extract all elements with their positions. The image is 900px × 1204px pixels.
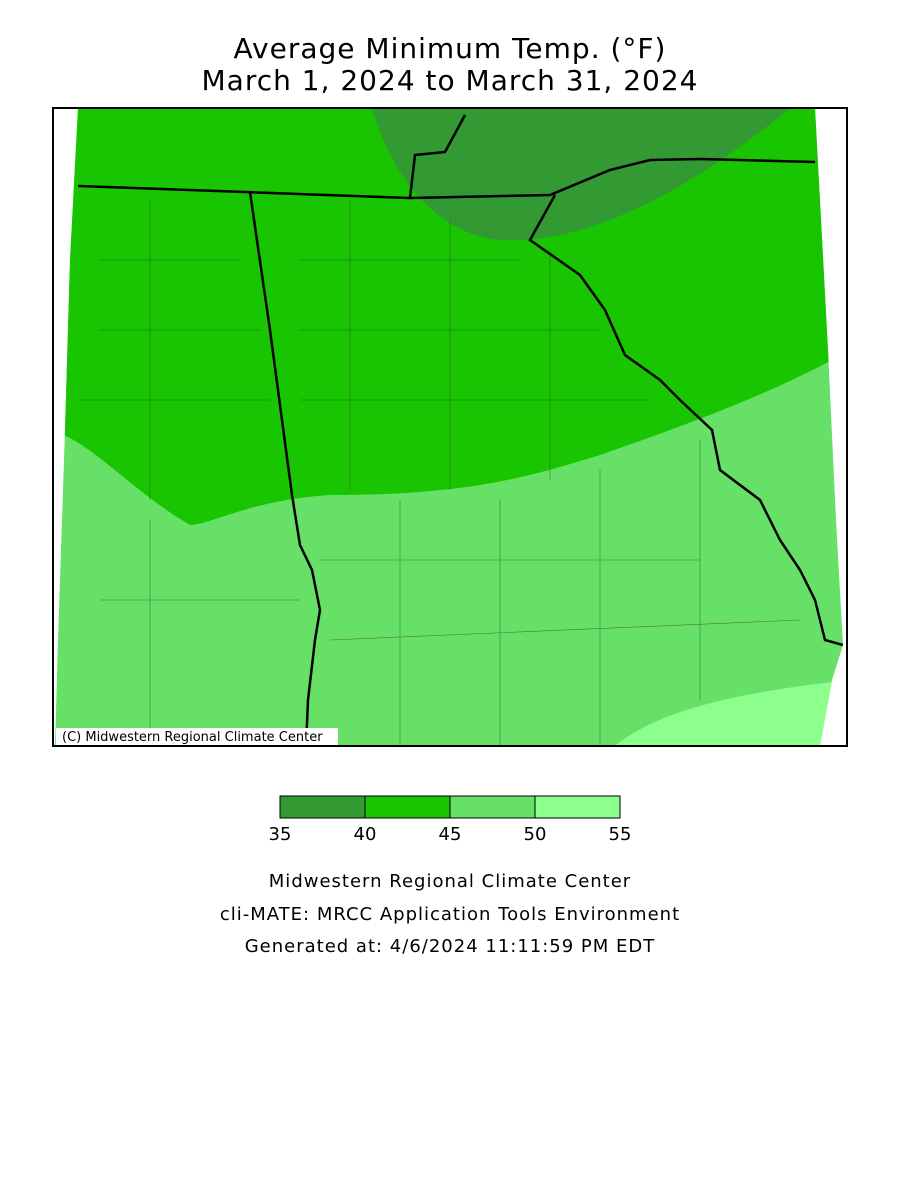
legend-tick-label: 45 — [439, 824, 462, 845]
legend-tick-label: 50 — [524, 824, 547, 845]
map — [55, 108, 843, 746]
legend-tick-label: 35 — [269, 824, 292, 845]
legend-tick-label: 55 — [609, 824, 632, 845]
zone-35-40 — [370, 108, 800, 241]
legend-swatch — [534, 795, 621, 819]
zone-50-55 — [610, 680, 843, 746]
legend: 35 40 45 50 55 — [269, 795, 632, 845]
credit-box — [56, 728, 338, 745]
footer-line: Generated at: 4/6/2024 11:11:59 PM EDT — [245, 936, 656, 957]
legend-tick-label: 40 — [354, 824, 377, 845]
footer-line: cli-MATE: MRCC Application Tools Environ… — [220, 904, 680, 925]
county-lines — [80, 200, 801, 746]
state-borders — [77, 114, 843, 746]
title-line: Average Minimum Temp. (°F) — [234, 32, 667, 65]
footer-line: Midwestern Regional Climate Center — [269, 871, 631, 892]
legend-swatch — [449, 795, 536, 819]
legend-swatch — [279, 795, 366, 819]
legend-swatch — [364, 795, 451, 819]
map-frame — [52, 107, 848, 747]
credit: (C) Midwestern Regional Climate Center — [62, 730, 323, 745]
title-line: March 1, 2024 to March 31, 2024 — [202, 64, 699, 97]
